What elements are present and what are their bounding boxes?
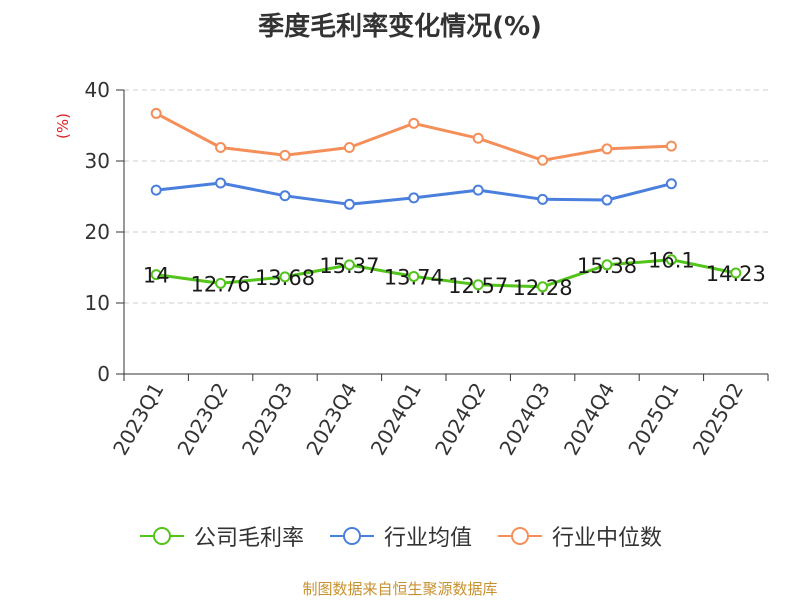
point-industry-mean-2023Q1	[150, 184, 162, 196]
legend-label-company: 公司毛利率	[193, 526, 304, 551]
series-line-company	[155, 258, 737, 289]
x-tick-label-2023Q3: 2023Q3	[237, 379, 297, 460]
point-industry-median-2025Q1	[665, 140, 677, 152]
series-layer	[150, 107, 742, 293]
legend-item-industry-median[interactable]: 行业中位数	[496, 520, 662, 552]
x-tick-label-2024Q3: 2024Q3	[494, 379, 554, 460]
point-industry-mean-2023Q4	[343, 198, 355, 210]
point-company-2023Q3	[279, 271, 291, 283]
y-tick-label-0: 0	[97, 362, 110, 386]
x-tick-label-2023Q1: 2023Q1	[108, 379, 168, 460]
point-industry-mean-2023Q3	[279, 190, 291, 202]
point-company-2024Q3	[537, 281, 549, 293]
point-industry-mean-2023Q2	[215, 177, 227, 189]
point-industry-mean-2024Q1	[408, 192, 420, 204]
point-company-2024Q4	[601, 259, 613, 271]
point-industry-median-2023Q3	[279, 149, 291, 161]
data-label-2023Q2: 12.76	[191, 272, 251, 296]
legend-marker-industry-median	[498, 527, 542, 545]
data-label-2024Q3: 12.28	[513, 276, 573, 300]
point-industry-mean-2024Q4	[601, 194, 613, 206]
x-tick-label-2024Q1: 2024Q1	[366, 379, 426, 460]
point-industry-mean-2024Q3	[537, 193, 549, 205]
x-tick-label-2023Q4: 2023Q4	[301, 379, 361, 460]
data-label-2023Q1: 14	[143, 264, 170, 288]
data-label-2025Q1: 16.1	[648, 249, 695, 273]
data-label-2025Q2: 14.23	[706, 262, 766, 286]
x-tick-label-2024Q4: 2024Q4	[559, 379, 619, 460]
point-company-2023Q1	[150, 269, 162, 281]
point-industry-mean-2025Q1	[665, 178, 677, 190]
legend-item-industry-mean[interactable]: 行业均值	[328, 520, 472, 552]
x-tick-label-2025Q1: 2025Q1	[623, 379, 683, 460]
y-tick-label-30: 30	[85, 149, 110, 173]
point-company-2025Q2	[730, 267, 742, 279]
source-footer: 制图数据来自恒生聚源数据库	[302, 580, 498, 598]
x-tick-label-2024Q2: 2024Q2	[430, 379, 490, 460]
data-label-2024Q2: 12.57	[448, 274, 508, 298]
point-industry-median-2023Q4	[343, 142, 355, 154]
point-industry-median-2023Q1	[150, 107, 162, 119]
legend-marker-company	[139, 527, 184, 545]
point-industry-median-2024Q1	[408, 117, 420, 129]
point-company-2023Q2	[215, 277, 227, 289]
legend-label-industry-mean: 行业均值	[383, 526, 472, 551]
point-company-2025Q1	[665, 254, 677, 266]
data-label-2023Q3: 13.68	[255, 266, 315, 290]
point-company-2024Q1	[408, 270, 420, 282]
data-label-2024Q1: 13.74	[384, 265, 444, 289]
y-axis-label: (%)	[54, 113, 72, 139]
chart-title: 季度毛利率变化情况(%)	[258, 12, 542, 42]
legend-label-industry-median: 行业中位数	[552, 526, 663, 551]
y-tick-label-20: 20	[85, 220, 110, 244]
data-label-2023Q4: 15.37	[319, 254, 379, 278]
point-industry-median-2024Q2	[472, 132, 484, 144]
legend-marker-industry-mean	[329, 527, 374, 545]
legend-item-company[interactable]: 公司毛利率	[138, 520, 304, 552]
x-tick-label-2025Q2: 2025Q2	[688, 379, 748, 460]
legend: 公司毛利率 行业均值 行业中位数	[0, 520, 800, 552]
point-industry-median-2024Q4	[601, 143, 613, 155]
data-label-2024Q4: 15.38	[577, 254, 637, 278]
x-tick-label-2023Q2: 2023Q2	[172, 379, 232, 460]
point-company-2024Q2	[472, 279, 484, 291]
point-company-2023Q4	[343, 259, 355, 271]
y-tick-label-10: 10	[85, 291, 110, 315]
point-industry-median-2023Q2	[215, 142, 227, 154]
point-industry-mean-2024Q2	[472, 184, 484, 196]
point-industry-median-2024Q3	[537, 154, 549, 166]
y-tick-label-40: 40	[85, 78, 110, 102]
